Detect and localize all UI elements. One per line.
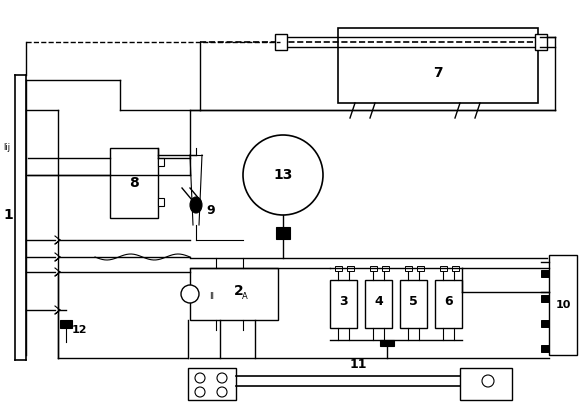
Bar <box>405 266 412 271</box>
Text: 8: 8 <box>129 176 139 190</box>
Bar <box>188 368 236 400</box>
Bar <box>417 266 424 271</box>
Text: 7: 7 <box>433 66 443 80</box>
Bar <box>338 28 538 103</box>
Circle shape <box>195 373 205 383</box>
Bar <box>541 270 549 277</box>
Circle shape <box>482 375 494 387</box>
Bar <box>382 266 389 271</box>
Bar <box>541 320 549 327</box>
Bar <box>460 368 512 400</box>
Bar <box>276 233 290 239</box>
Ellipse shape <box>190 197 202 213</box>
Circle shape <box>181 285 199 303</box>
Bar <box>330 280 357 328</box>
Bar <box>158 158 164 166</box>
Bar <box>370 266 377 271</box>
Bar <box>452 266 459 271</box>
Bar <box>400 280 427 328</box>
Bar <box>275 34 287 50</box>
Circle shape <box>217 373 227 383</box>
Bar <box>60 320 72 328</box>
Bar <box>549 255 577 355</box>
Bar <box>158 198 164 206</box>
Bar <box>365 280 392 328</box>
Circle shape <box>195 387 205 397</box>
Text: 12: 12 <box>72 325 88 335</box>
Bar <box>440 266 447 271</box>
Text: lij: lij <box>3 143 10 153</box>
Bar <box>276 227 290 233</box>
Text: 9: 9 <box>206 204 215 217</box>
Bar <box>335 266 342 271</box>
Text: 10: 10 <box>555 300 571 310</box>
Text: 13: 13 <box>273 168 293 182</box>
Bar <box>541 295 549 302</box>
Text: 4: 4 <box>374 295 383 308</box>
Bar <box>110 148 158 218</box>
Circle shape <box>217 387 227 397</box>
Circle shape <box>243 135 323 215</box>
Bar <box>435 280 462 328</box>
Text: 5: 5 <box>409 295 418 308</box>
Text: A: A <box>242 292 248 301</box>
Text: 2: 2 <box>234 284 244 298</box>
Bar <box>535 34 547 50</box>
Bar <box>190 268 278 320</box>
Text: 1: 1 <box>3 208 13 222</box>
Polygon shape <box>190 155 202 225</box>
Text: 3: 3 <box>339 295 348 308</box>
Text: 6: 6 <box>444 295 453 308</box>
Text: II: II <box>210 292 214 301</box>
Text: 11: 11 <box>350 359 367 372</box>
Bar <box>347 266 354 271</box>
Bar <box>380 340 394 346</box>
Bar <box>541 345 549 352</box>
